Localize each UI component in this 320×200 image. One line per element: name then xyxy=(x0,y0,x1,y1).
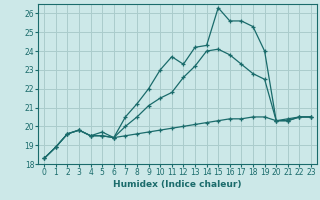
X-axis label: Humidex (Indice chaleur): Humidex (Indice chaleur) xyxy=(113,180,242,189)
